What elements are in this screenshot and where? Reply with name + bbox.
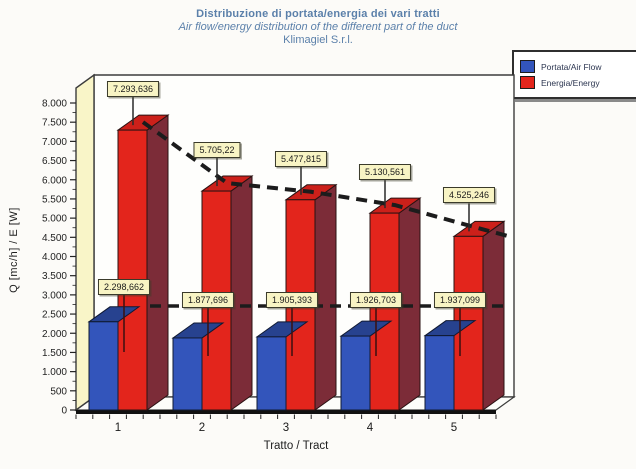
value-label-energia: 5.130,561 bbox=[358, 164, 412, 181]
bar-energia-side bbox=[398, 197, 421, 411]
bar-energia-side bbox=[230, 175, 253, 411]
y-tick-label: 2.000 bbox=[42, 329, 67, 340]
bar-portata bbox=[88, 321, 119, 411]
bar-energia bbox=[117, 129, 148, 411]
y-tick-label: 5.000 bbox=[42, 214, 67, 225]
chart-source: Klimagiel S.r.l. bbox=[283, 34, 353, 46]
y-tick-label: 5.500 bbox=[42, 194, 67, 205]
value-label-portata: 2.298,662 bbox=[97, 279, 151, 295]
y-tick-label: 7.500 bbox=[42, 118, 67, 129]
x-category-label: 2 bbox=[199, 422, 205, 434]
y-tick-label: 0 bbox=[61, 406, 67, 417]
chart-subtitle: Air flow/energy distribution of the diff… bbox=[178, 21, 458, 33]
y-tick-label: 6.000 bbox=[42, 175, 67, 186]
x-category-label: 1 bbox=[115, 422, 121, 434]
y-tick-label: 1.500 bbox=[42, 348, 67, 359]
bar-energia-side bbox=[314, 183, 337, 411]
x-axis-title: Tratto / Tract bbox=[263, 440, 329, 452]
y-tick-label: 3.000 bbox=[42, 290, 67, 301]
x-category-label: 5 bbox=[451, 422, 457, 434]
legend-swatch-portata bbox=[520, 60, 535, 73]
trend-line-energia bbox=[141, 120, 510, 239]
chart-title-block: Distribuzione di portata/energia dei var… bbox=[58, 8, 578, 46]
bar-energia bbox=[369, 212, 400, 411]
bar-portata bbox=[256, 336, 287, 411]
bar-portata bbox=[424, 335, 455, 411]
value-label-energia: 5.477,815 bbox=[274, 150, 328, 167]
value-label-portata: 1.926,703 bbox=[349, 292, 403, 308]
legend-item-portata: Portata/Air Flow bbox=[520, 60, 634, 73]
value-label-energia: 7.293,636 bbox=[106, 81, 160, 98]
y-tick-label: 4.000 bbox=[42, 252, 67, 263]
y-tick-label: 500 bbox=[50, 386, 67, 397]
y-tick-label: 1.000 bbox=[42, 367, 67, 378]
y-tick-label: 3.500 bbox=[42, 271, 67, 282]
legend: Portata/Air Flow Energia/Energy bbox=[512, 50, 636, 99]
y-tick-label: 4.500 bbox=[42, 233, 67, 244]
x-category-label: 3 bbox=[283, 422, 289, 434]
value-label-portata: 1.877,696 bbox=[181, 292, 235, 308]
y-tick-label: 8.000 bbox=[42, 99, 67, 110]
bar-energia-side bbox=[482, 220, 505, 411]
bar-portata bbox=[172, 337, 203, 411]
y-tick-label: 7.000 bbox=[42, 137, 67, 148]
legend-label-energia: Energia/Energy bbox=[541, 77, 600, 88]
value-label-energia: 4.525,246 bbox=[442, 187, 496, 204]
chart-title: Distribuzione di portata/energia dei var… bbox=[196, 8, 440, 20]
value-label-energia: 5.705,22 bbox=[193, 142, 241, 159]
y-tick-label: 2.500 bbox=[42, 310, 67, 321]
legend-swatch-energia bbox=[520, 76, 535, 89]
legend-label-portata: Portata/Air Flow bbox=[541, 61, 602, 72]
value-label-portata: 1.905,393 bbox=[265, 292, 319, 308]
y-tick-label: 6.500 bbox=[42, 156, 67, 167]
x-category-label: 4 bbox=[367, 422, 374, 434]
value-label-portata: 1.937,099 bbox=[433, 292, 487, 308]
legend-item-energia: Energia/Energy bbox=[520, 76, 634, 89]
bar-portata bbox=[340, 335, 371, 411]
bar-energia-side bbox=[146, 114, 169, 411]
